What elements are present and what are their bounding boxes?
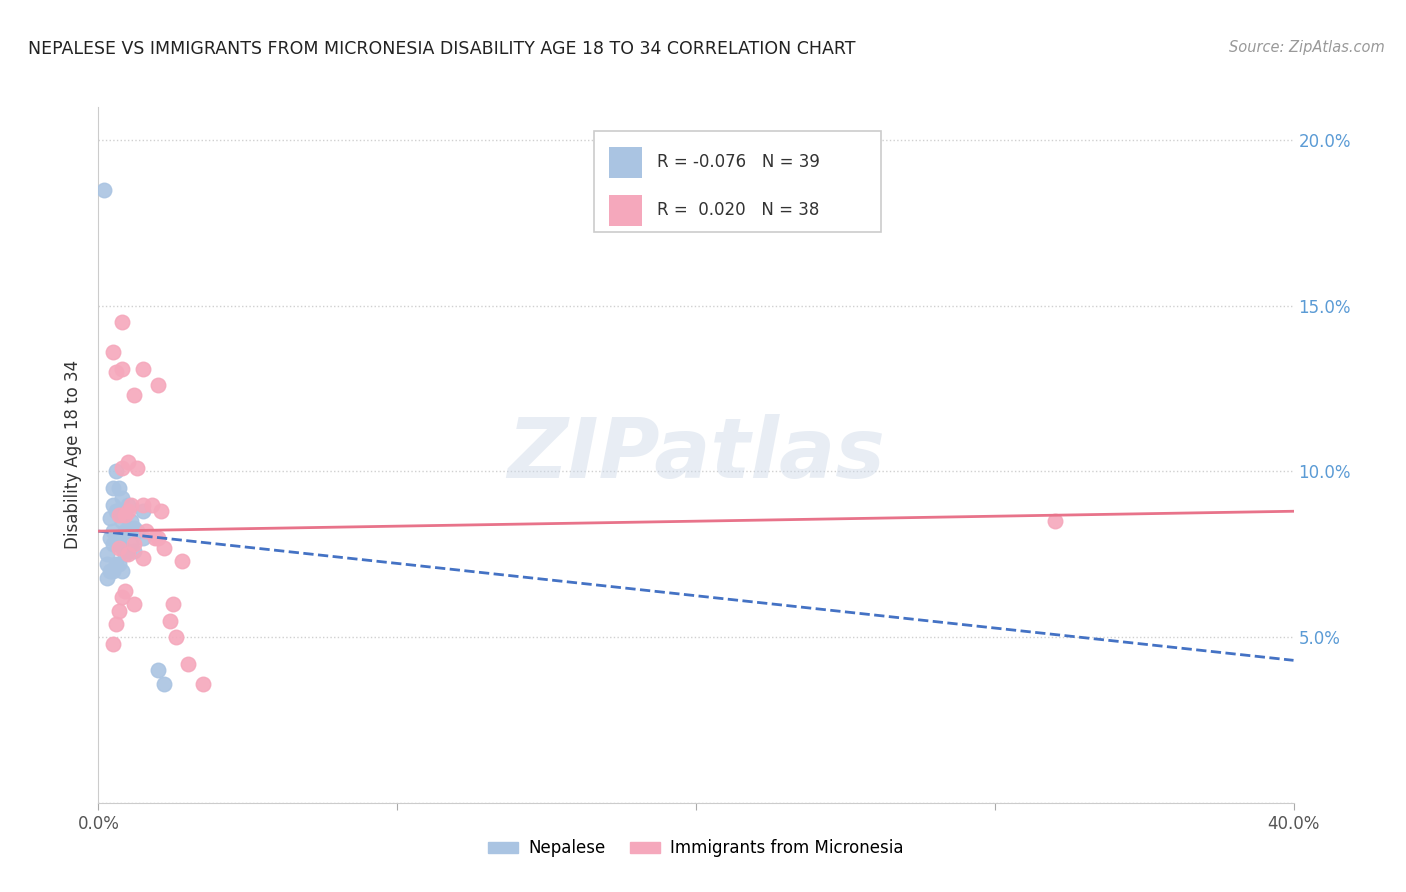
Point: [98, 511, 122, 525]
Point: [111, 491, 134, 505]
Point: [105, 365, 128, 379]
Point: [114, 508, 136, 522]
Point: [111, 564, 134, 578]
Point: [191, 676, 214, 690]
Point: [114, 504, 136, 518]
Text: NEPALESE VS IMMIGRANTS FROM MICRONESIA DISABILITY AGE 18 TO 34 CORRELATION CHART: NEPALESE VS IMMIGRANTS FROM MICRONESIA D…: [28, 40, 856, 58]
Point: [117, 544, 139, 558]
Point: [132, 504, 155, 518]
Point: [105, 465, 128, 479]
Point: [172, 554, 194, 568]
Point: [98, 531, 122, 545]
Point: [127, 524, 149, 538]
Point: [103, 498, 125, 512]
Point: [117, 521, 139, 535]
Point: [114, 583, 136, 598]
Point: [127, 461, 149, 475]
Text: Source: ZipAtlas.com: Source: ZipAtlas.com: [1229, 40, 1385, 55]
Point: [103, 637, 125, 651]
Point: [111, 591, 134, 605]
Point: [111, 361, 134, 376]
Point: [108, 604, 131, 618]
Point: [96, 570, 118, 584]
Point: [117, 498, 139, 512]
Legend: Nepalese, Immigrants from Micronesia: Nepalese, Immigrants from Micronesia: [481, 833, 911, 864]
Point: [120, 498, 142, 512]
Point: [159, 614, 181, 628]
Point: [117, 504, 139, 518]
Point: [108, 504, 131, 518]
Point: [162, 597, 184, 611]
Point: [132, 498, 155, 512]
Point: [93, 183, 115, 197]
Point: [1043, 514, 1066, 528]
Point: [148, 531, 170, 545]
Bar: [609, 146, 643, 178]
Point: [105, 558, 128, 572]
Point: [114, 524, 136, 538]
Point: [96, 558, 118, 572]
Point: [124, 597, 146, 611]
Text: R =  0.020   N = 38: R = 0.020 N = 38: [657, 202, 818, 219]
Point: [117, 547, 139, 561]
Point: [117, 454, 139, 468]
Point: [103, 537, 125, 551]
Point: [114, 547, 136, 561]
Point: [105, 534, 128, 549]
FancyBboxPatch shape: [595, 131, 882, 232]
Point: [111, 514, 134, 528]
Point: [132, 550, 155, 565]
Point: [96, 547, 118, 561]
Bar: [609, 194, 643, 227]
Y-axis label: Disability Age 18 to 34: Disability Age 18 to 34: [65, 360, 83, 549]
Point: [120, 537, 142, 551]
Point: [153, 541, 176, 555]
Text: ZIPatlas: ZIPatlas: [508, 415, 884, 495]
Point: [148, 378, 170, 392]
Point: [108, 558, 131, 572]
Point: [124, 388, 146, 402]
Point: [111, 315, 134, 329]
Point: [177, 657, 200, 671]
Point: [103, 345, 125, 359]
Point: [98, 564, 122, 578]
Point: [111, 541, 134, 555]
Point: [150, 504, 173, 518]
Point: [120, 514, 142, 528]
Point: [124, 544, 146, 558]
Point: [143, 531, 166, 545]
Point: [111, 461, 134, 475]
Point: [141, 498, 163, 512]
Point: [108, 541, 131, 555]
Point: [132, 531, 155, 545]
Point: [124, 537, 146, 551]
Point: [108, 531, 131, 545]
Point: [103, 564, 125, 578]
Text: R = -0.076   N = 39: R = -0.076 N = 39: [657, 153, 820, 171]
Point: [135, 524, 157, 538]
Point: [153, 676, 176, 690]
Point: [108, 481, 131, 495]
Point: [148, 663, 170, 677]
Point: [105, 504, 128, 518]
Point: [124, 521, 146, 535]
Point: [132, 361, 155, 376]
Point: [105, 616, 128, 631]
Point: [103, 481, 125, 495]
Point: [103, 524, 125, 538]
Point: [108, 508, 131, 522]
Point: [165, 630, 187, 644]
